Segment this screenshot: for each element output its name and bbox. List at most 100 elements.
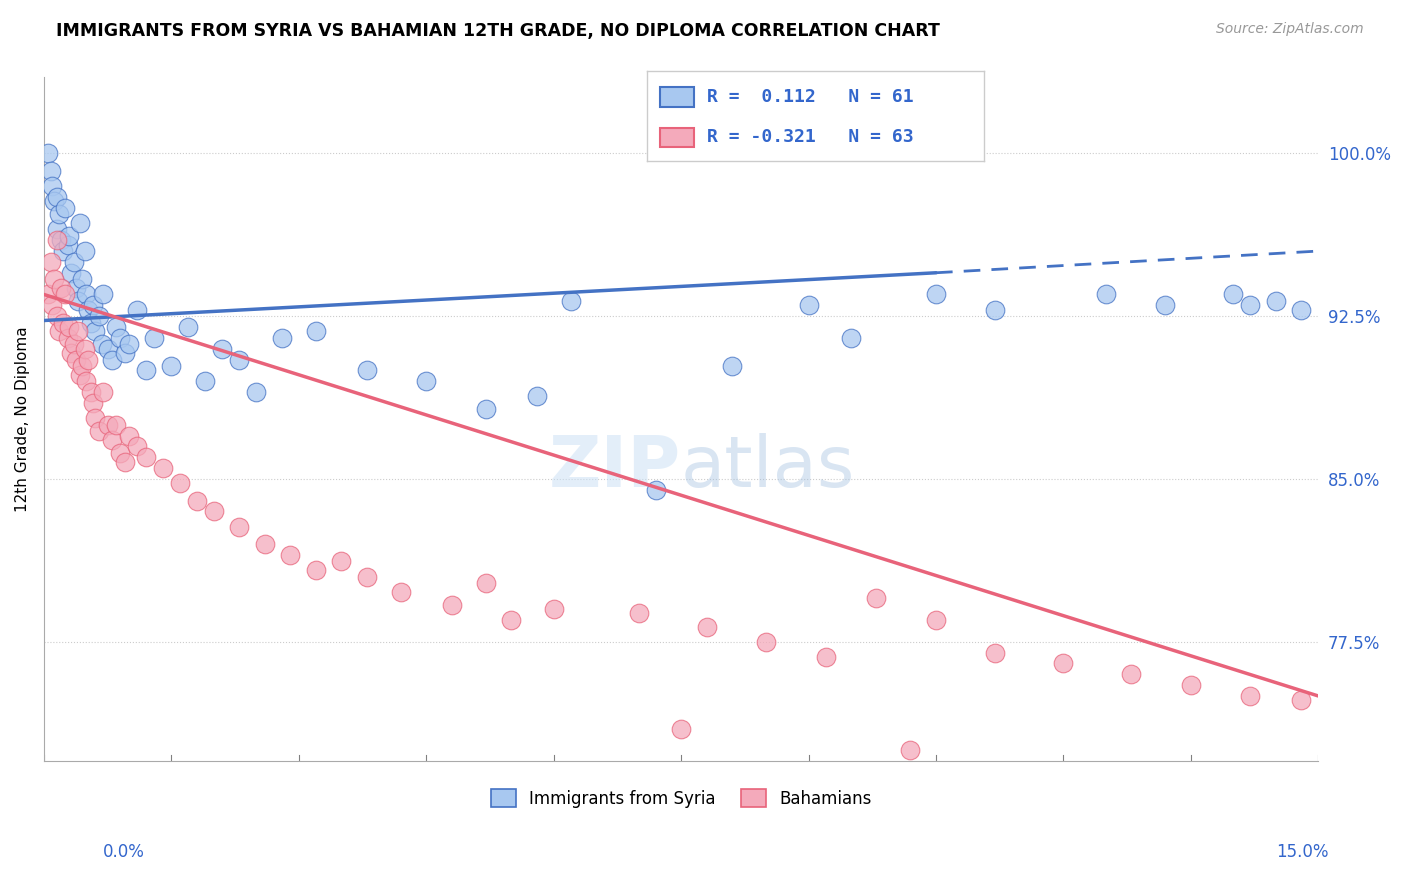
Y-axis label: 12th Grade, No Diploma: 12th Grade, No Diploma [15,326,30,512]
Point [39,255,62,269]
Point [560,293,582,308]
Point [97,417,120,432]
Text: R =  0.112   N = 61: R = 0.112 N = 61 [707,88,914,106]
Point [228,352,250,367]
Point [41,298,63,312]
Point [1291,693,1313,707]
Point [56,331,79,345]
Point [135,363,157,377]
Point [97,342,120,356]
Point [644,483,666,497]
Point [186,493,208,508]
Text: Source: ZipAtlas.com: Source: ZipAtlas.com [1216,22,1364,37]
Point [900,743,922,757]
Point [93,385,115,400]
Point [42,194,65,208]
Point [755,634,778,648]
Point [49,281,72,295]
Point [82,396,104,410]
Point [83,324,105,338]
Point [925,613,948,627]
Point [58,228,80,243]
FancyBboxPatch shape [661,87,695,107]
Point [1264,293,1286,308]
Point [627,607,650,621]
Point [305,324,328,338]
Point [65,281,87,295]
Point [110,331,132,345]
Point [56,237,79,252]
Point [194,374,217,388]
Point [127,439,149,453]
Point [1291,302,1313,317]
Point [474,402,496,417]
Point [984,302,1007,317]
Point [82,298,104,312]
Point [984,646,1007,660]
Point [839,331,862,345]
Point [356,363,378,377]
Point [73,244,96,258]
Text: R = -0.321   N = 63: R = -0.321 N = 63 [707,128,914,146]
Point [69,368,91,382]
Point [48,207,70,221]
Point [79,385,101,400]
Point [669,722,692,736]
Point [45,222,67,236]
Point [1180,678,1202,692]
Point [127,302,149,317]
Point [60,346,83,360]
Point [110,446,132,460]
Text: ZIP: ZIP [548,433,681,501]
Point [65,352,87,367]
Point [62,255,84,269]
Point [83,411,105,425]
Point [305,563,328,577]
Text: IMMIGRANTS FROM SYRIA VS BAHAMIAN 12TH GRADE, NO DIPLOMA CORRELATION CHART: IMMIGRANTS FROM SYRIA VS BAHAMIAN 12TH G… [56,22,941,40]
Point [501,613,523,627]
Point [70,359,93,373]
Point [1239,298,1261,312]
Point [105,320,128,334]
Point [105,417,128,432]
Point [211,342,233,356]
Point [202,504,225,518]
Point [75,374,97,388]
Point [1154,298,1177,312]
Point [721,359,744,373]
Point [135,450,157,465]
Point [37,287,59,301]
Point [526,389,548,403]
Text: 0.0%: 0.0% [103,843,145,861]
Point [169,476,191,491]
Point [45,309,67,323]
Point [814,649,837,664]
Point [143,331,166,345]
Point [253,537,276,551]
Point [62,337,84,351]
Legend: Immigrants from Syria, Bahamians: Immigrants from Syria, Bahamians [484,783,877,814]
Point [45,233,67,247]
Point [160,359,183,373]
Text: atlas: atlas [681,433,855,501]
Point [330,554,353,568]
Point [245,385,267,400]
Point [45,190,67,204]
Point [1239,689,1261,703]
Point [1222,287,1244,301]
Point [93,287,115,301]
Point [177,320,200,334]
Point [70,272,93,286]
Point [73,342,96,356]
Point [87,309,110,323]
Point [87,424,110,438]
Point [66,324,89,338]
Point [152,461,174,475]
Point [53,287,76,301]
Point [797,298,820,312]
Point [270,331,292,345]
Point [474,576,496,591]
Point [52,316,75,330]
Point [37,146,59,161]
Point [58,320,80,334]
